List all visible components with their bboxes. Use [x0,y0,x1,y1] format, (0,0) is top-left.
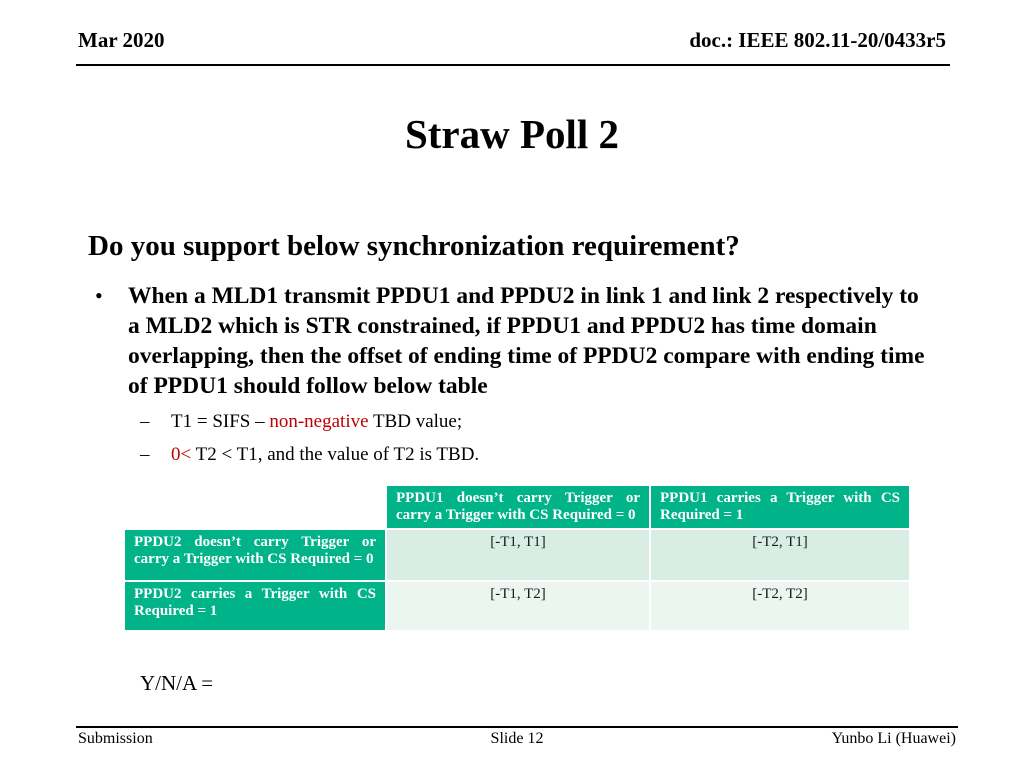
yna-prompt: Y/N/A = [140,671,214,695]
table-cell: [-T2, T2] [649,580,911,632]
sub-bullet-pre: T1 = SIFS – [171,411,270,432]
footer-divider [76,726,958,728]
header-doc-number: doc.: IEEE 802.11-20/0433r5 [689,28,946,52]
table-row: PPDU2 doesn’t carry Trigger or carry a T… [123,528,911,582]
sub-bullet-list: – T1 = SIFS – non-negative TBD value; – … [140,410,900,476]
sub-bullet-red: 0< [171,444,192,465]
table-row: PPDU2 carries a Trigger with CS Required… [123,580,911,632]
slide-footer: Submission Slide 12 Yunbo Li (Huawei) [78,730,956,748]
sub-bullet-red: non-negative [269,411,369,432]
dash-marker: – [140,444,150,465]
header-date: Mar 2020 [78,28,165,52]
table-col-header-ppdu1-trigger: PPDU1 carries a Trigger with CS Required… [649,484,911,530]
footer-author: Yunbo Li (Huawei) [831,730,956,747]
bullet-item: • When a MLD1 transmit PPDU1 and PPDU2 i… [95,281,935,401]
table-row-header-ppdu2-trigger: PPDU2 carries a Trigger with CS Required… [123,580,387,632]
slide-header: Mar 2020 doc.: IEEE 802.11-20/0433r5 [78,28,946,53]
sub-bullet-t2: – 0< T2 < T1, and the value of T2 is TBD… [140,443,900,466]
bullet-text: When a MLD1 transmit PPDU1 and PPDU2 in … [128,283,925,399]
table-row-header-ppdu2-no-trigger: PPDU2 doesn’t carry Trigger or carry a T… [123,528,387,582]
sub-bullet-post: TBD value; [368,411,463,432]
dash-marker: – [140,411,150,432]
question-heading: Do you support below synchronization req… [88,230,740,262]
table-cell: [-T1, T2] [385,580,651,632]
bullet-marker: • [95,283,103,308]
table-cell: [-T1, T1] [385,528,651,582]
sync-requirement-table: PPDU1 doesn’t carry Trigger or carry a T… [123,484,911,632]
table-corner-cell [123,484,387,530]
sub-bullet-t1: – T1 = SIFS – non-negative TBD value; [140,410,900,433]
sub-bullet-post: T2 < T1, and the value of T2 is TBD. [191,444,480,465]
table-header-row: PPDU1 doesn’t carry Trigger or carry a T… [123,484,911,530]
table-cell: [-T2, T1] [649,528,911,582]
table-col-header-ppdu1-no-trigger: PPDU1 doesn’t carry Trigger or carry a T… [385,484,651,530]
sub-bullet-text: T1 = SIFS – non-negative TBD value; [171,410,462,433]
footer-slide-number: Slide 12 [490,730,544,747]
sub-bullet-text: 0< T2 < T1, and the value of T2 is TBD. [171,443,479,466]
footer-submission: Submission [78,730,153,747]
slide-title: Straw Poll 2 [404,111,620,157]
header-divider [76,64,950,66]
